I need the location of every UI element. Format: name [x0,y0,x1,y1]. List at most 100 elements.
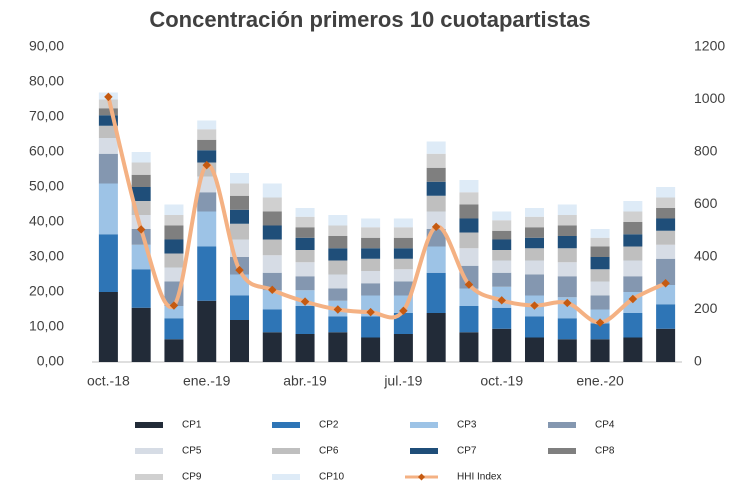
y-tick-label: 60,00 [29,143,64,159]
bar-segment [262,183,282,198]
legend-swatch [548,448,576,454]
bar-segment [328,288,348,301]
bar-segment [656,230,676,245]
legend-swatch [272,474,300,480]
bar-segment [262,290,282,310]
line-marker [661,279,670,288]
legend-label: CP5 [182,446,202,457]
bar-segment [295,276,315,291]
bar-segment [656,258,676,285]
bar-segment [557,339,577,362]
bar-segment [623,222,643,235]
bar-segment [393,248,413,259]
legend-swatch [135,422,163,428]
legend-label: CP10 [319,472,344,483]
bar-segment [590,246,610,257]
bar-segment [197,300,217,362]
bar-segment [459,232,479,249]
bar-segment [590,281,610,296]
x-tick-label: oct.-18 [87,373,130,389]
bar-segment [623,211,643,222]
legend-label: CP6 [319,446,339,457]
legend-label: HHI Index [457,472,501,483]
bar-segment [197,139,217,151]
bar-segment [426,195,446,212]
x-tick-label: jul.-19 [383,373,422,389]
chart-title: Concentración primeros 10 cuotapartistas [149,7,590,32]
bar-segment [361,237,381,249]
bar-segment [656,285,676,305]
bar-segment [361,258,381,271]
bar-segment [164,318,184,340]
bar-segment [426,246,446,273]
bar-segment [524,237,545,249]
y2-tick-label: 800 [694,143,718,159]
bar-segment [131,269,151,308]
bar-segment [393,269,413,282]
line-marker [595,318,605,327]
legend-label: CP9 [182,472,202,483]
bar-segment [361,271,381,284]
bar-segment [98,183,118,235]
bar-segment [328,332,348,362]
bar-segment [131,174,151,187]
bar-segment [229,173,250,184]
bar-segment [557,276,577,298]
bar-segment [262,225,282,240]
y2-tick-label: 1000 [694,90,725,106]
bar-segment [98,153,118,184]
x-tick-label: abr.-19 [283,373,327,389]
bar-segment [295,227,315,238]
bar-segment [590,229,610,238]
y-tick-label: 80,00 [29,73,64,89]
bar-segment [492,260,512,273]
bar-segment [131,187,151,201]
bar-segment [262,239,282,256]
bar-segment [426,167,446,182]
bar-segment [328,225,348,236]
bar-segment [623,337,643,362]
bar-segment [623,246,643,261]
bar-segment [459,265,479,289]
bar-segment [656,328,676,362]
bar-segment [590,257,610,270]
bar-segment [164,253,184,268]
bar-segment [459,288,479,306]
line-marker [169,301,179,310]
bar-segment [393,334,413,362]
bar-segment [197,150,217,163]
bar-segment [197,120,217,130]
bar-segment [492,239,512,250]
bar-segment [393,313,413,334]
legend-swatch [272,422,300,428]
bar-segment [328,248,348,261]
bar-segment [131,152,151,163]
bar-segment [459,306,479,333]
bar-segment [262,211,282,226]
bar-segment [197,246,217,301]
y-tick-label: 30,00 [29,248,64,264]
bar-segment [623,201,643,212]
bar-segment [98,234,118,292]
bar-segment [557,204,577,215]
line-marker [399,306,408,316]
bar-segment [295,216,315,228]
bar-segment [164,306,184,319]
bar-segment [393,218,413,228]
bar-segment [524,208,545,217]
line [106,96,667,325]
bar-segment [623,313,643,338]
bar-segment [393,258,413,270]
line-marker [628,294,638,304]
bar-segment [459,332,479,362]
y-tick-label: 50,00 [29,178,64,194]
bar-segment [426,313,446,362]
bar-segment [590,323,610,340]
legend-label: CP2 [319,420,339,431]
bar-segment [524,216,545,228]
bar-segment [328,316,348,333]
line-marker [431,222,441,232]
bar-segment [131,307,151,362]
y2-tick-label: 0 [694,353,702,369]
bar-segment [590,237,610,247]
